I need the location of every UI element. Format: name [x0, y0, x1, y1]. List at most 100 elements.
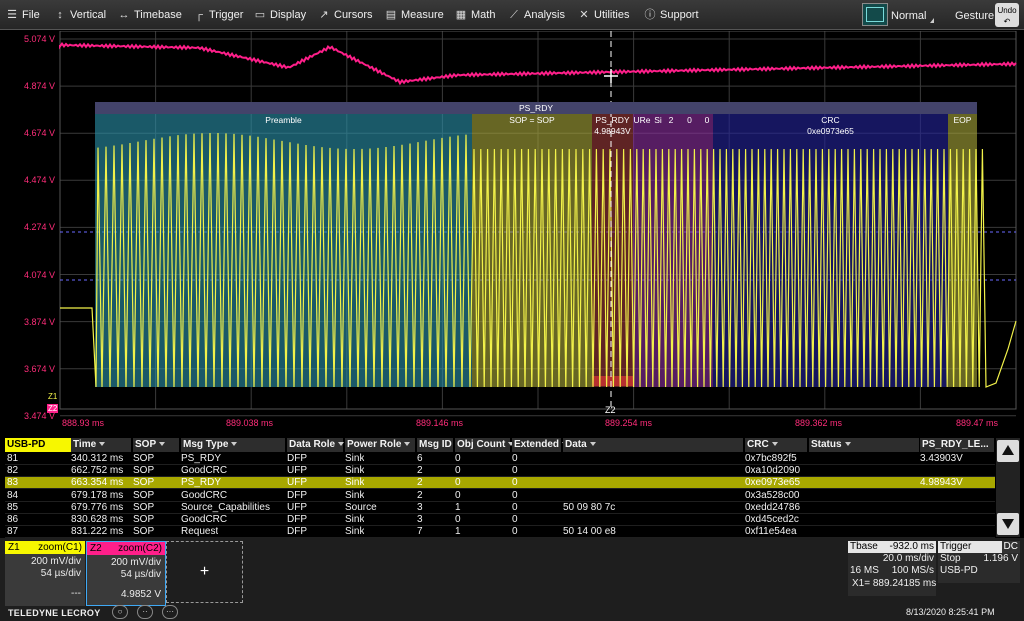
decode-field-extended: 0 — [704, 115, 710, 125]
voltage-label: 4.474 V — [23, 175, 55, 186]
voltage-label: 4.674 V — [23, 128, 55, 139]
column-header[interactable]: Time — [71, 438, 131, 452]
menu-vertical[interactable]: ↕ Vertical — [54, 0, 106, 30]
table-cell: SOP — [133, 465, 155, 477]
decode-field-obj-count: 0 — [687, 115, 692, 125]
column-header[interactable]: CRC — [745, 438, 807, 452]
menu-measure[interactable]: ▤ Measure — [385, 0, 444, 30]
menu-bar: ☰ File ↕ Vertical ↔ Timebase ┌ Trigger ▭ Disp… — [0, 0, 1024, 30]
menu-analysis[interactable]: ⟋ Analysis — [508, 0, 565, 30]
voltage-label: 4.874 V — [23, 81, 55, 92]
mode-dropdown-icon — [930, 18, 934, 23]
table-cell: UFP — [287, 465, 307, 477]
scroll-up-button[interactable] — [997, 440, 1019, 462]
time-label: 889.038 ms — [226, 418, 274, 428]
waveform-plot[interactable] — [0, 31, 1024, 421]
menu-support[interactable]: ⓘ Support — [644, 0, 699, 30]
more-button[interactable]: ··· — [162, 605, 178, 619]
zoom-button[interactable]: ○ — [112, 605, 128, 619]
z1-value: --- — [71, 588, 81, 599]
table-row[interactable]: 84 679.178 ms SOP GoodCRC DFP Sink 2 0 0 0x3a528c… — [5, 490, 995, 502]
grid-icon — [866, 7, 884, 22]
time-label: 889.362 ms — [795, 418, 843, 428]
timebase-descriptor[interactable]: Tbase -932.0 ms 20.0 ms/div 16 MS 100 MS/s… — [848, 541, 936, 596]
decode-field-ps-rdy: PS_RDY — [595, 115, 630, 125]
table-cell: 2 — [417, 465, 423, 477]
display-grid-button[interactable] — [862, 3, 888, 26]
menu-timebase[interactable]: ↔ Timebase — [118, 0, 182, 30]
table-row[interactable]: 85 679.776 ms SOP Source_Capabilities UFP Sou… — [5, 502, 995, 514]
descriptor-bar: Z1 zoom(C1) 200 mV/div 54 µs/div --- Z2 zo… — [0, 538, 1024, 621]
decode-field-si: Si — [654, 115, 662, 125]
gesture-label[interactable]: Gesture — [955, 10, 995, 22]
decode-table[interactable]: USB-PD Time SOP Msg Type Data Role Power Rol… — [5, 438, 995, 539]
sort-dropdown-icon — [771, 442, 778, 447]
menu-utilities[interactable]: ✕ Utilities — [578, 0, 629, 30]
table-cell: SOP — [133, 453, 155, 464]
z1-descriptor[interactable]: Z1 zoom(C1) 200 mV/div 54 µs/div --- — [5, 541, 85, 606]
table-cell: SOP — [133, 501, 155, 513]
table-row[interactable]: 87 831.222 ms SOP Request DFP Sink 7 1 0 50 14 00… — [5, 526, 995, 539]
add-descriptor-button[interactable]: + — [166, 541, 243, 603]
sort-dropdown-icon — [508, 442, 515, 447]
timebase-offset: -932.0 ms — [889, 541, 934, 552]
column-header[interactable]: Extended — [512, 438, 569, 452]
column-header[interactable]: PS_RDY_LE... — [920, 438, 994, 452]
table-cell: 679.776 ms — [71, 501, 124, 513]
time-label: 889.47 ms — [956, 418, 999, 428]
table-cell: GoodCRC — [181, 465, 228, 477]
waveform-display[interactable]: 5.074 V 4.874 V 4.674 V 4.474 V 4.274 V 4.074… — [0, 31, 1024, 428]
column-header[interactable]: Data — [563, 438, 743, 452]
table-cell: Sink — [345, 453, 365, 464]
undo-button[interactable]: Undo ↶ — [995, 3, 1019, 27]
trigger-descriptor[interactable]: Trigger DC Stop 1.196 V USB-PD — [938, 541, 1020, 583]
table-cell: 0 — [512, 514, 518, 525]
column-header[interactable]: SOP — [133, 438, 179, 452]
sort-dropdown-icon — [338, 442, 345, 447]
column-header[interactable]: Msg Type — [181, 438, 285, 452]
timebase-div: 20.0 ms/div — [882, 553, 934, 564]
menu-trigger[interactable]: ┌ Trigger — [193, 0, 243, 30]
table-scrollbar[interactable] — [996, 438, 1020, 537]
magnifier-icon: ○ — [117, 607, 123, 616]
z2-source: zoom(C2) — [118, 543, 162, 554]
z2-cursor-label: Z2 — [605, 405, 616, 415]
table-row[interactable]: 81 340.312 ms SOP PS_RDY DFP Sink 6 0 0 0x7bc892f… — [5, 453, 995, 465]
menu-math[interactable]: ▦ Math — [455, 0, 496, 30]
decode-field-crc: CRC — [821, 115, 840, 125]
table-row[interactable]: 86 830.628 ms SOP GoodCRC DFP Sink 3 0 0 0xd45ced… — [5, 514, 995, 526]
calculator-icon: ▦ — [455, 9, 467, 21]
table-cell: 0 — [455, 514, 461, 525]
table-cell: 662.752 ms — [71, 465, 124, 477]
column-header[interactable]: Data Role — [287, 438, 345, 452]
table-cell: 0 — [512, 489, 518, 501]
column-header[interactable]: Status — [809, 438, 919, 452]
table-cell: 87 — [7, 526, 19, 538]
trigger-coupling: DC — [1001, 541, 1020, 553]
column-header[interactable]: Obj Count — [455, 438, 515, 452]
time-label: 888.93 ms — [62, 418, 105, 428]
table-cell: 830.628 ms — [71, 514, 124, 525]
column-header[interactable]: Msg ID — [417, 438, 461, 452]
table-cell: 3.43903V — [920, 453, 963, 464]
table-row[interactable]: 83 663.354 ms SOP PS_RDY UFP Sink 2 0 0 0xe0973e6… — [5, 477, 995, 490]
menu-file[interactable]: ☰ File — [6, 0, 40, 30]
wrench-icon: ✕ — [579, 9, 589, 21]
column-header[interactable]: Power Role — [345, 438, 415, 452]
scroll-down-button[interactable] — [997, 513, 1019, 535]
protocol-header[interactable]: USB-PD — [5, 438, 71, 452]
settings-button[interactable]: ·· — [137, 605, 153, 619]
trigger-mode-label[interactable]: Normal — [891, 10, 927, 22]
z2-descriptor[interactable]: Z2 zoom(C2) 200 mV/div 54 µs/div 4.9852 V — [86, 541, 166, 606]
trigger-title: Trigger — [940, 541, 972, 552]
menu-display[interactable]: ▭ Display — [254, 0, 306, 30]
table-cell: 4.98943V — [920, 477, 963, 489]
menu-cursors[interactable]: ↗ Cursors — [318, 0, 372, 30]
table-cell: 0 — [512, 526, 518, 538]
table-row[interactable]: 82 662.752 ms SOP GoodCRC UFP Sink 2 0 0 0xa10d20… — [5, 465, 995, 478]
decode-field-sop: SOP = SOP — [509, 115, 555, 125]
ellipsis-icon: ··· — [166, 607, 174, 616]
z1-tdiv: 54 µs/div — [40, 568, 81, 579]
cursor-x1-value: 889.24185 ms — [872, 578, 937, 589]
sort-dropdown-icon — [231, 442, 238, 447]
